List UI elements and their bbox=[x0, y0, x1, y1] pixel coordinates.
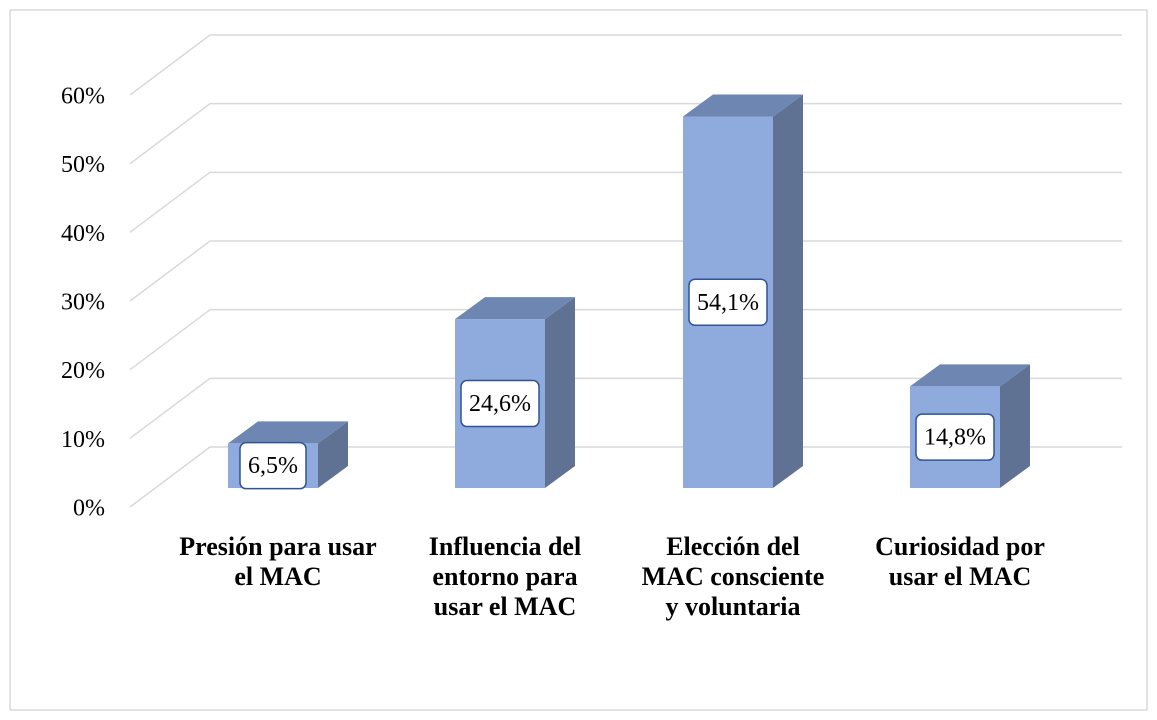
data-label-box bbox=[239, 441, 307, 490]
bar-side bbox=[773, 94, 803, 488]
bar-side bbox=[318, 421, 348, 488]
y-tick-label: 60% bbox=[61, 84, 105, 110]
y-tick-label: 10% bbox=[61, 427, 105, 453]
bar-top bbox=[455, 297, 575, 320]
bar-top bbox=[910, 364, 1030, 387]
x-tick-label: Curiosidad por usar el MAC bbox=[875, 532, 1045, 591]
bar-side bbox=[1000, 364, 1030, 488]
data-label: 54,1% bbox=[697, 290, 759, 316]
bar-side bbox=[545, 297, 575, 488]
data-label-box bbox=[688, 278, 768, 327]
y-tick-label: 30% bbox=[61, 290, 105, 316]
x-tick-label: Elección del MAC consciente y voluntaria bbox=[641, 532, 825, 621]
bar-top bbox=[228, 421, 348, 444]
grid-line-side bbox=[129, 34, 211, 96]
data-label-box bbox=[460, 379, 540, 428]
grid-line-side bbox=[129, 103, 211, 165]
y-tick-label: 40% bbox=[61, 221, 105, 247]
grid-line-side bbox=[129, 446, 211, 508]
grid-line-side bbox=[129, 377, 211, 439]
bar-top bbox=[683, 94, 803, 117]
chart-border bbox=[9, 9, 1148, 711]
y-tick-label: 20% bbox=[61, 358, 105, 384]
grid-line-side bbox=[129, 240, 211, 302]
grid-line-side bbox=[129, 309, 211, 371]
data-label: 14,8% bbox=[924, 425, 986, 451]
data-label: 6,5% bbox=[248, 453, 298, 479]
x-tick-label: Presión para usar el MAC bbox=[179, 532, 377, 591]
y-tick-label: 0% bbox=[73, 496, 105, 522]
x-tick-label: Influencia del entorno para usar el MAC bbox=[428, 532, 582, 621]
data-label: 24,6% bbox=[469, 391, 531, 417]
y-tick-label: 50% bbox=[61, 152, 105, 178]
data-label-box bbox=[915, 413, 995, 461]
grid-line-side bbox=[129, 171, 211, 233]
